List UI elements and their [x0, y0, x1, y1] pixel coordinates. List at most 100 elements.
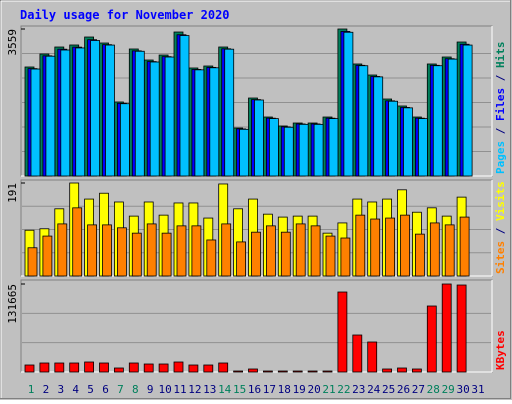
x-tick-label: 17: [263, 383, 276, 396]
bar: [146, 223, 157, 277]
bar: [57, 223, 68, 277]
legend-separator: /: [494, 68, 507, 88]
bar: [248, 368, 258, 373]
bar: [367, 341, 378, 373]
bar: [194, 69, 205, 177]
bar: [414, 233, 425, 277]
bar: [251, 231, 261, 277]
bar: [164, 56, 175, 177]
bar: [102, 224, 112, 277]
legend: Sites / Visits: [494, 181, 507, 274]
bar: [176, 225, 187, 277]
legend-entry: KBytes: [494, 330, 507, 370]
bar: [218, 362, 229, 373]
legend-entry: Pages: [494, 141, 507, 174]
x-tick-label: 6: [102, 383, 109, 396]
bar: [206, 239, 217, 277]
y-tick-label: 3559: [6, 29, 19, 56]
bar: [254, 99, 264, 177]
x-tick-label: 31: [471, 383, 484, 396]
bar: [173, 361, 184, 373]
legend-entry: Sites: [494, 241, 507, 274]
bar: [128, 362, 139, 373]
bar: [131, 232, 142, 277]
x-tick-label: 22: [337, 383, 350, 396]
bar: [310, 225, 321, 277]
legend: KBytes: [494, 330, 507, 370]
bar: [292, 370, 303, 373]
bar: [236, 241, 247, 277]
bar: [307, 370, 318, 373]
bar: [337, 291, 348, 373]
bar: [444, 224, 455, 277]
y-tick-label: 131665: [6, 284, 19, 324]
bar: [355, 214, 366, 277]
bar: [295, 223, 306, 277]
bar: [403, 107, 413, 177]
x-tick-label: 14: [218, 383, 232, 396]
bar: [99, 362, 109, 373]
bar: [340, 237, 351, 277]
bar: [42, 235, 53, 277]
bar: [221, 223, 232, 277]
bar: [233, 370, 244, 373]
x-tick-label: 21: [322, 383, 335, 396]
bar: [400, 214, 410, 277]
bar: [265, 225, 276, 277]
bar: [397, 367, 407, 373]
bar: [459, 216, 470, 277]
x-tick-label: 29: [442, 383, 455, 396]
bar: [388, 100, 399, 177]
bar: [456, 284, 467, 373]
bar: [143, 363, 154, 373]
x-tick-label: 1: [28, 383, 35, 396]
x-tick-label: 10: [158, 383, 171, 396]
bar: [120, 103, 130, 177]
bar: [203, 364, 214, 373]
legend-separator: /: [494, 221, 507, 241]
bar: [30, 68, 41, 177]
chart-title: Daily usage for November 2020: [20, 8, 230, 22]
bar: [432, 65, 443, 177]
x-tick-label: 4: [72, 383, 79, 396]
bar: [417, 118, 428, 177]
x-tick-label: 28: [427, 383, 440, 396]
bar: [39, 362, 50, 373]
bar: [158, 363, 169, 373]
bar: [87, 224, 97, 277]
x-tick-label: 5: [87, 383, 94, 396]
bar: [24, 364, 35, 373]
bar: [114, 367, 124, 373]
bar: [313, 123, 324, 177]
legend-entry: Visits: [494, 181, 507, 221]
x-tick-label: 3: [57, 383, 64, 396]
bar: [105, 44, 115, 177]
bar: [280, 231, 291, 277]
x-tick-label: 30: [456, 383, 469, 396]
bar: [239, 128, 250, 177]
bar: [352, 334, 363, 373]
bar: [209, 67, 220, 177]
bar: [283, 126, 294, 177]
x-tick-label: 16: [248, 383, 261, 396]
bar: [426, 305, 437, 373]
bar: [373, 76, 384, 177]
bar: [90, 40, 100, 177]
x-tick-label: 8: [132, 383, 139, 396]
x-tick-label: 18: [278, 383, 291, 396]
bar: [69, 362, 80, 373]
y-tick-label: 191: [6, 183, 19, 203]
bar: [84, 361, 94, 373]
bar: [72, 207, 83, 277]
bar: [27, 247, 38, 277]
x-tick-label: 9: [147, 383, 154, 396]
x-tick-label: 27: [412, 383, 425, 396]
bar: [134, 50, 145, 177]
bar: [441, 283, 452, 373]
bar: [179, 35, 190, 177]
bar: [322, 370, 333, 373]
x-tick-label: 2: [43, 383, 50, 396]
bar: [343, 31, 354, 177]
bar: [191, 225, 202, 277]
